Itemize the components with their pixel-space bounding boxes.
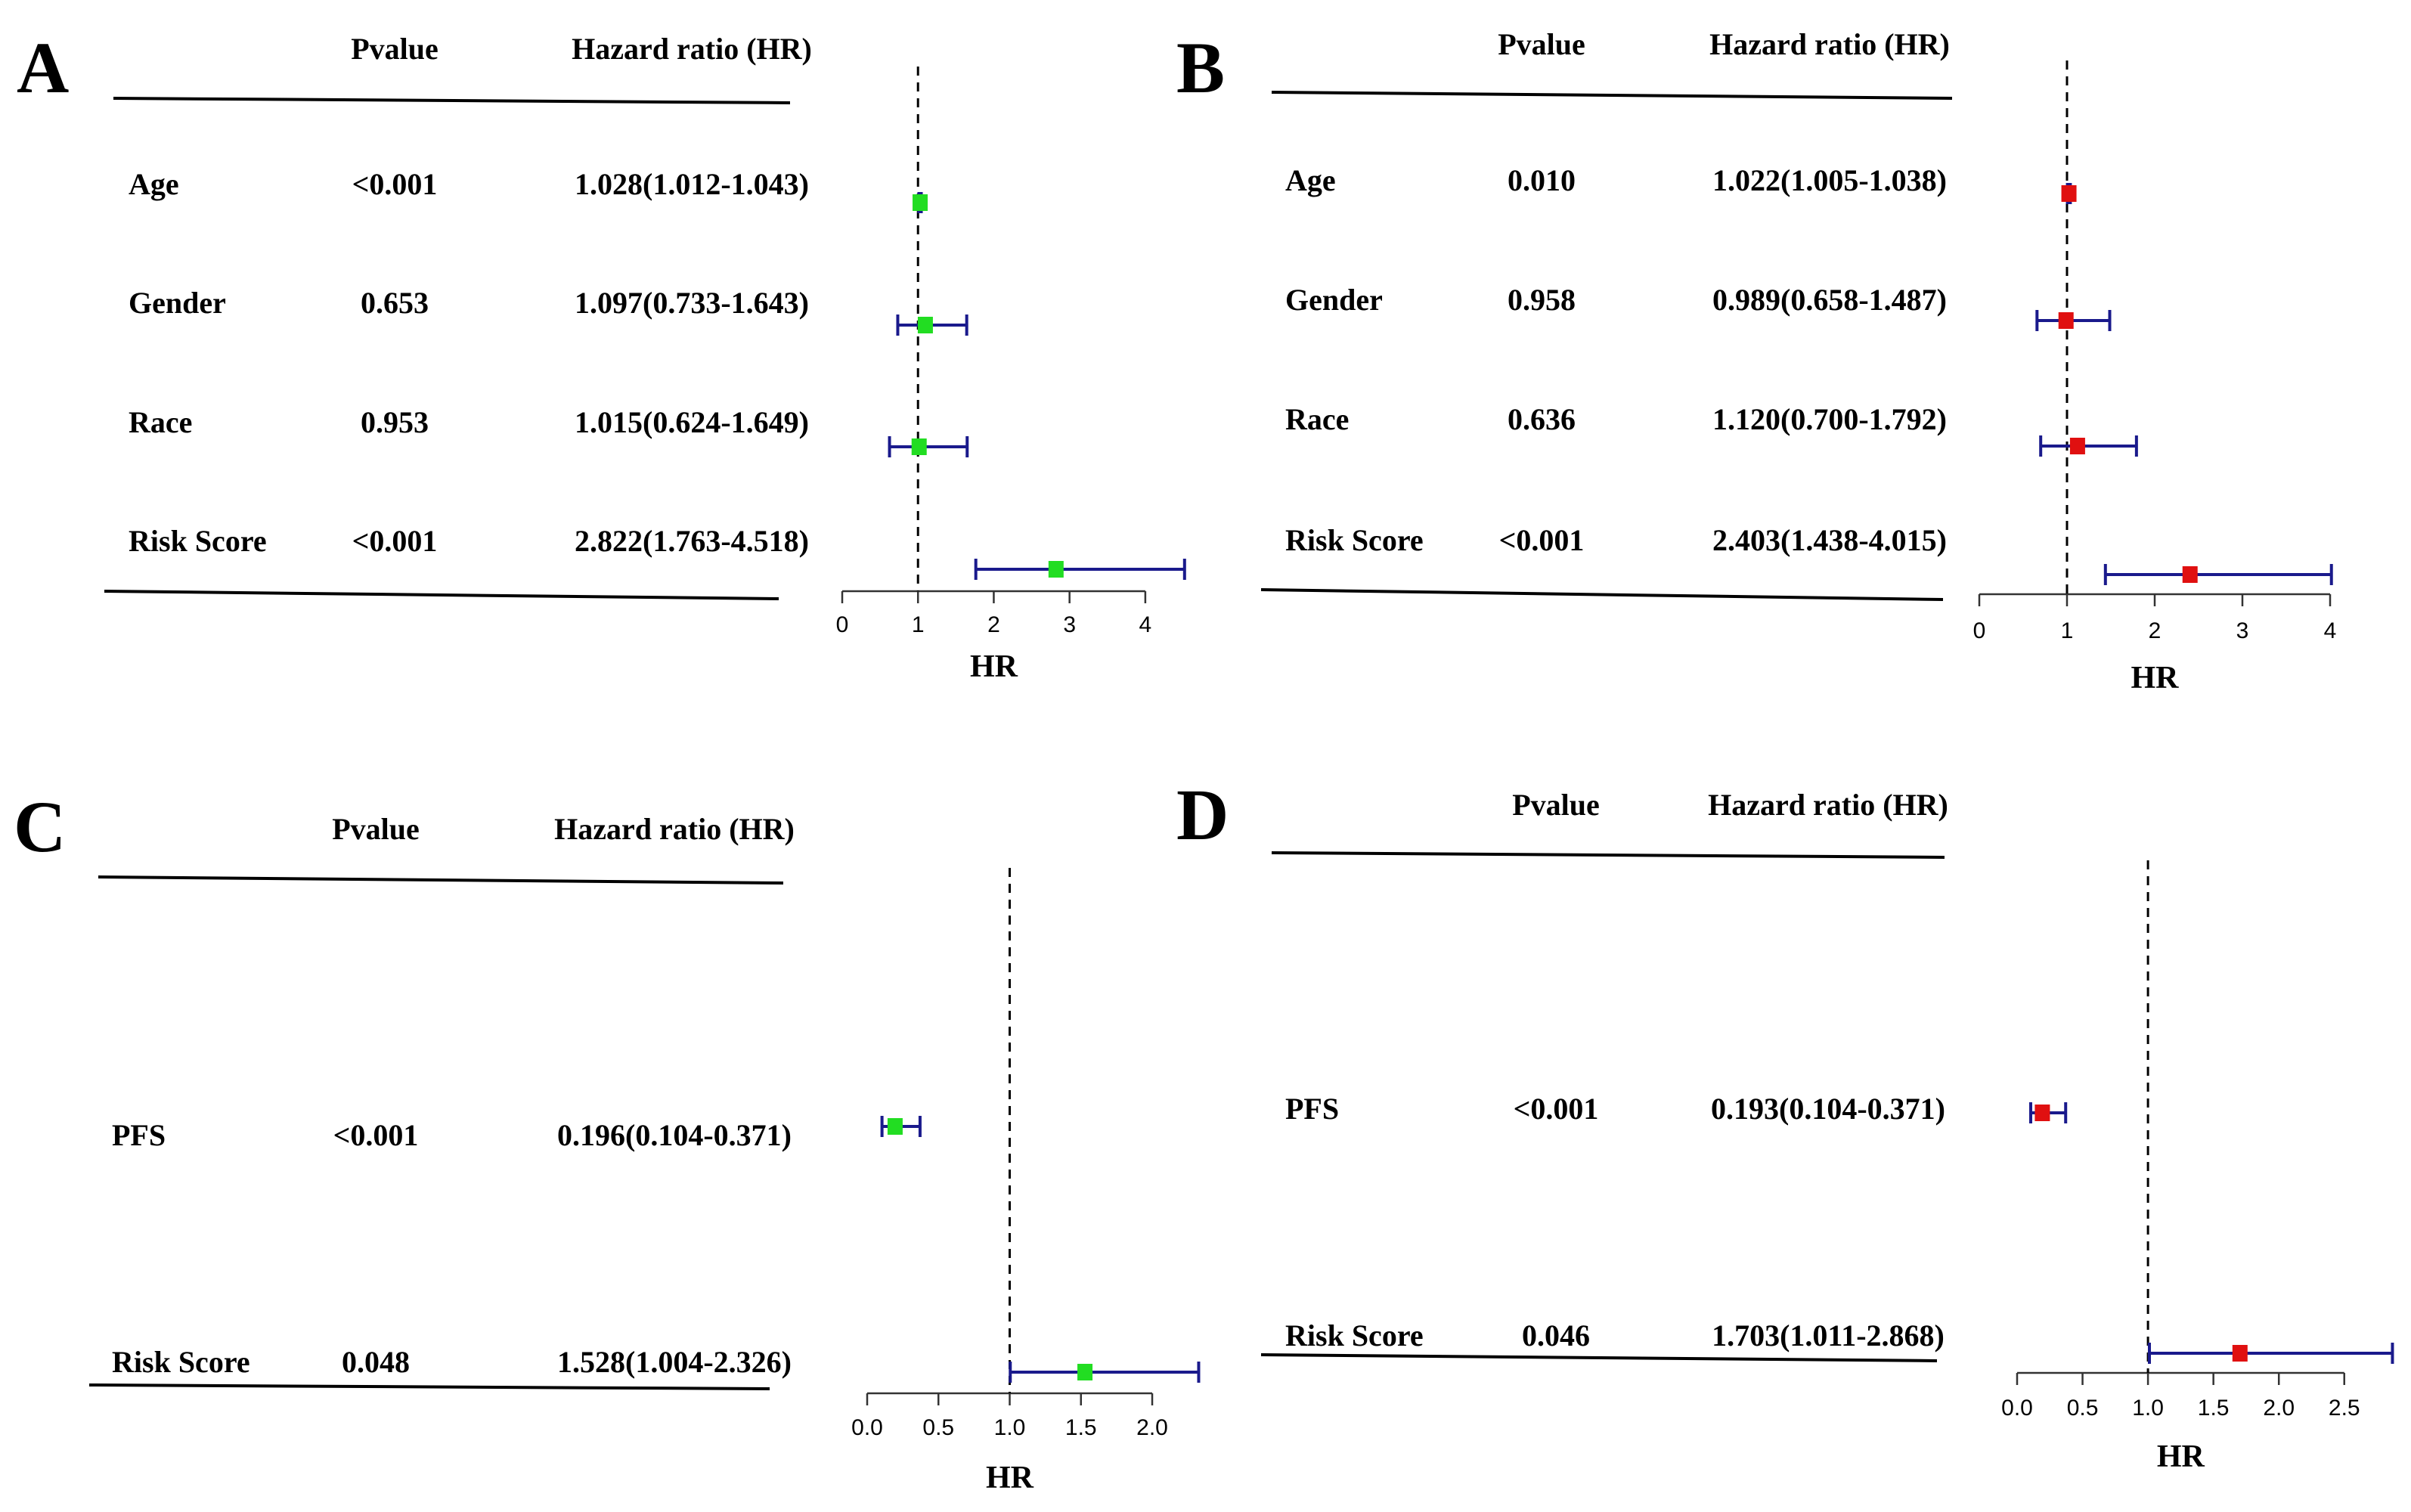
header-hazard-ratio: Hazard ratio (HR) [572, 32, 812, 66]
table-top-rule [98, 875, 784, 885]
row-label: Risk Score [112, 1345, 250, 1379]
row-label: Risk Score [129, 524, 267, 558]
forest-panel-c: C Pvalue Hazard ratio (HR) 0.0 0.5 1.0 1.5 2.0 H… [14, 786, 1201, 1495]
table-bottom-rule [88, 1383, 770, 1390]
row-hazard-ratio: 1.022(1.005-1.038) [1712, 163, 1947, 197]
table-bottom-rule [1260, 588, 1944, 601]
x-tick-label: 1.5 [1065, 1415, 1097, 1440]
x-tick-label: 3 [1063, 612, 1076, 637]
row-pvalue: <0.001 [333, 1118, 419, 1152]
x-tick-label: 0 [1973, 618, 1986, 643]
row-pvalue: 0.046 [1522, 1318, 1590, 1352]
row-pvalue: 0.048 [342, 1345, 410, 1379]
table-top-rule [113, 97, 791, 104]
x-tick-label: 1.5 [2198, 1396, 2230, 1421]
header-hazard-ratio: Hazard ratio (HR) [1709, 27, 1950, 61]
hr-point-marker [887, 1118, 903, 1135]
x-axis-title: HR [986, 1461, 1034, 1495]
row-pvalue: <0.001 [1499, 523, 1585, 557]
row-hazard-ratio: 0.989(0.658-1.487) [1712, 283, 1947, 317]
panel-letter: D [1176, 774, 1229, 855]
header-hazard-ratio: Hazard ratio (HR) [1708, 788, 1948, 822]
row-label: Age [129, 167, 179, 201]
x-tick-label: 2.0 [2263, 1396, 2295, 1421]
x-tick-label: 3 [2236, 618, 2249, 643]
x-tick-label: 0.0 [851, 1415, 883, 1440]
row-hazard-ratio: 2.822(1.763-4.518) [575, 524, 809, 558]
hr-point-marker [913, 194, 928, 211]
table-bottom-rule [1260, 1353, 1938, 1362]
row-pvalue: 0.958 [1508, 283, 1576, 317]
row-pvalue: 0.636 [1508, 402, 1576, 436]
x-axis-title: HR [2131, 661, 2180, 696]
table-bottom-rule [104, 590, 779, 600]
x-tick-label: 0.0 [2001, 1396, 2033, 1421]
row-pvalue: 0.653 [361, 286, 429, 320]
row-label: Risk Score [1285, 523, 1424, 557]
hr-point-marker [2058, 312, 2074, 329]
hr-point-marker [2069, 438, 2085, 454]
x-tick-label: 2.5 [2329, 1396, 2360, 1421]
row-hazard-ratio: 1.528(1.004-2.326) [557, 1345, 792, 1379]
header-pvalue: Pvalue [1512, 788, 1600, 822]
x-tick-label: 1.0 [2132, 1396, 2164, 1421]
row-label: Race [1285, 402, 1349, 436]
x-tick-label: 4 [1139, 612, 1152, 637]
x-tick-label: 4 [2324, 618, 2337, 643]
panel-letter: C [14, 786, 66, 867]
row-hazard-ratio: 2.403(1.438-4.015) [1712, 523, 1947, 557]
row-hazard-ratio: 1.028(1.012-1.043) [575, 167, 809, 201]
x-tick-label: 2 [987, 612, 1000, 637]
forest-panel-d: D Pvalue Hazard ratio (HR) 0.0 0.5 1.0 1.5 2.0 2… [1176, 774, 2394, 1474]
row-pvalue: <0.001 [1514, 1092, 1599, 1126]
x-tick-label: 1 [2061, 618, 2074, 643]
row-hazard-ratio: 0.196(0.104-0.371) [557, 1118, 792, 1152]
row-label: PFS [112, 1118, 166, 1152]
row-hazard-ratio: 1.703(1.011-2.868) [1712, 1318, 1945, 1352]
x-tick-label: 1.0 [994, 1415, 1026, 1440]
x-tick-label: 2.0 [1136, 1415, 1168, 1440]
hr-point-marker [1077, 1364, 1093, 1380]
forest-panel-a: A Pvalue Hazard ratio (HR) 0 1 2 3 4 HR Age <0.001… [17, 27, 1186, 684]
hr-point-marker [2061, 185, 2077, 202]
header-pvalue: Pvalue [1498, 27, 1585, 61]
header-pvalue: Pvalue [332, 812, 420, 846]
row-pvalue: <0.001 [352, 524, 438, 558]
panel-letter: B [1176, 27, 1225, 108]
header-hazard-ratio: Hazard ratio (HR) [554, 812, 795, 846]
forest-panel-b: B Pvalue Hazard ratio (HR) 0 1 2 3 4 HR Age 0.010 1… [1176, 27, 2336, 696]
row-label: Race [129, 405, 192, 439]
table-top-rule [1271, 851, 1945, 859]
hr-point-marker [917, 317, 933, 333]
row-hazard-ratio: 0.193(0.104-0.371) [1711, 1092, 1945, 1126]
x-tick-label: 0.5 [922, 1415, 954, 1440]
header-pvalue: Pvalue [351, 32, 439, 66]
hr-point-marker [911, 438, 927, 455]
row-pvalue: 0.953 [361, 405, 429, 439]
x-tick-label: 0.5 [2067, 1396, 2099, 1421]
row-label: PFS [1285, 1092, 1339, 1126]
x-axis-title: HR [2157, 1439, 2205, 1474]
row-label: Risk Score [1285, 1318, 1424, 1352]
row-label: Age [1285, 163, 1336, 197]
row-hazard-ratio: 1.120(0.700-1.792) [1712, 402, 1947, 436]
hr-point-marker [2034, 1105, 2050, 1121]
hr-point-marker [2232, 1345, 2248, 1362]
panel-letter: A [17, 27, 69, 108]
x-axis-title: HR [970, 649, 1018, 684]
x-tick-label: 0 [836, 612, 849, 637]
row-pvalue: <0.001 [352, 167, 438, 201]
row-pvalue: 0.010 [1508, 163, 1576, 197]
x-tick-label: 2 [2149, 618, 2162, 643]
hr-point-marker [1048, 561, 1064, 578]
row-label: Gender [1285, 283, 1383, 317]
x-tick-label: 1 [912, 612, 925, 637]
row-hazard-ratio: 1.097(0.733-1.643) [575, 286, 809, 320]
table-top-rule [1271, 91, 1953, 100]
hr-point-marker [2182, 566, 2198, 583]
row-hazard-ratio: 1.015(0.624-1.649) [575, 405, 809, 439]
row-label: Gender [129, 286, 226, 320]
